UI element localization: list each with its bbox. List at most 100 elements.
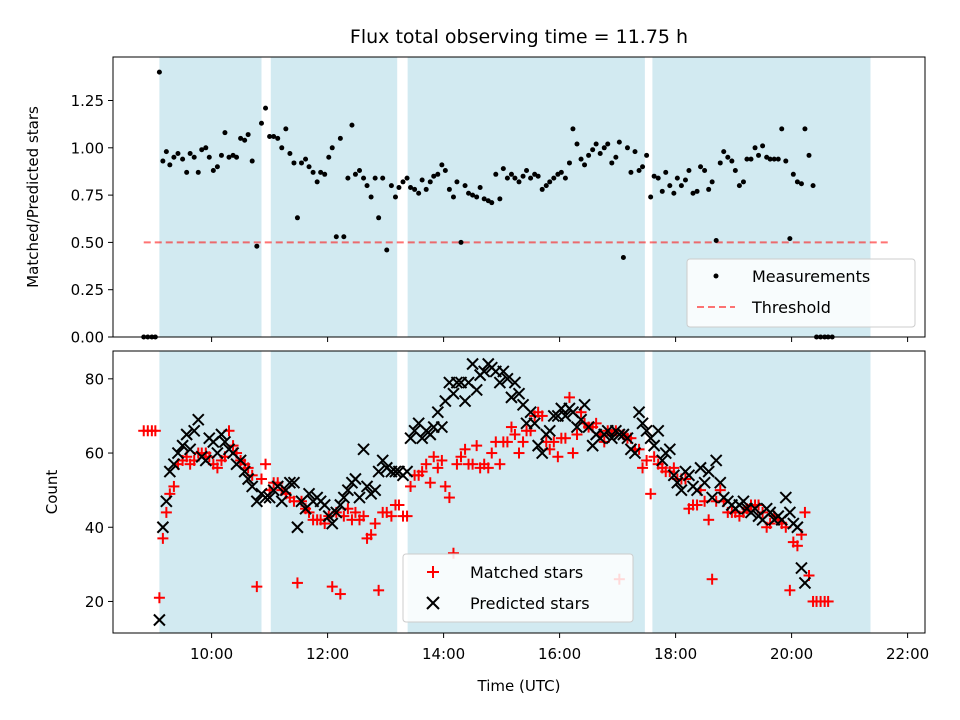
legend-predicted-label: Predicted stars [470,594,590,613]
measurement-point [287,150,293,156]
measurement-point [721,149,727,155]
y-tick-label: 80 [85,370,104,388]
measurement-point [258,120,264,126]
matched-star-point [255,473,267,485]
predicted-star-point [748,502,762,515]
predicted-star-point [621,431,634,445]
measurement-point [535,173,541,179]
predicted-star-point [415,431,429,445]
predicted-star-point [709,454,723,467]
measurement-point [361,175,367,181]
measurement-point [787,236,793,242]
measurement-point [732,168,738,174]
matched-star-point [791,540,803,552]
measurement-point [632,149,638,155]
measurement-point [271,133,277,139]
measurement-point [620,255,626,261]
measurement-point [702,168,708,174]
predicted-star-point [783,506,797,519]
predicted-star-point [763,506,777,519]
predicted-star-point [578,398,591,412]
predicted-star-point [372,465,385,478]
matched-star-point [559,432,571,444]
measurement-point [771,156,777,162]
measurement-series [141,69,835,340]
predicted-star-point [218,435,232,449]
matched-star-point [405,480,417,492]
predicted-star-point [524,406,537,419]
predicted-star-point [241,472,255,486]
measurement-point [678,183,684,189]
matched-star-point [443,492,455,504]
measurement-point [214,164,220,170]
predicted-star-point [613,428,626,441]
predicted-star-point [376,454,389,467]
measurement-point [446,186,452,192]
predicted-star-point [535,446,549,460]
measurement-point [717,160,723,166]
measurement-point [439,162,445,168]
predicted-star-point [702,465,715,478]
measurement-point [694,188,700,194]
measurement-point [574,141,580,147]
predicted-star-point [671,476,684,489]
measurement-point [314,179,320,185]
measurement-point [524,168,530,174]
predicted-star-point [234,454,247,467]
measurement-point [504,175,510,181]
predicted-star-point [705,491,719,504]
measurement-point [802,126,808,132]
predicted-star-point [349,472,362,486]
y-tick-label: 1.25 [71,92,104,110]
predicted-star-point [663,443,677,456]
predicted-star-point [694,461,707,475]
matched-star-point [494,458,506,470]
measurement-point [543,183,549,189]
predicted-star-point [543,424,556,437]
measurement-point [364,183,370,189]
predicted-star-point [791,521,804,534]
predicted-star-point [466,357,479,371]
measurement-point [558,169,564,175]
measurement-point [570,126,576,132]
measurement-point [203,145,209,151]
measurement-point [810,183,816,189]
measurement-point [372,175,378,181]
predicted-star-point [322,509,335,523]
x-tick-label: 18:00 [654,645,697,663]
predicted-star-point [640,424,653,437]
matched-star-point [149,425,161,437]
measurement-point [337,135,343,141]
matched-star-point [373,584,385,596]
matched-star-point [563,391,575,403]
matched-star-point [467,458,479,470]
matched-star-point [459,443,471,455]
predicted-star-point [334,498,347,512]
measurement-point [500,166,506,172]
measurement-point [644,152,650,158]
measurement-point [412,186,418,192]
predicted-star-point [160,495,173,508]
predicted-star-point [647,439,661,452]
measurement-point [609,160,615,166]
measurement-point [416,190,422,196]
predicted-star-point [404,431,417,445]
measurement-point [706,186,712,192]
y-tick-label: 0.00 [71,329,104,347]
measurement-point [299,160,304,166]
predicted-star-point [215,428,228,441]
measurement-point [450,194,456,200]
measurement-point [736,183,742,189]
matched-star-point [436,454,448,466]
predicted-star-point [357,443,370,456]
matched-star-point [645,488,657,500]
predicted-star-point [211,446,224,460]
measurement-point [423,186,429,192]
measurement-point [655,175,661,181]
matched-star-point [552,451,564,463]
x-tick-label: 22:00 [886,645,929,663]
observing-interval [270,57,398,337]
measurement-point [775,156,781,162]
matched-star-point [291,577,303,589]
measurement-point [291,160,297,166]
